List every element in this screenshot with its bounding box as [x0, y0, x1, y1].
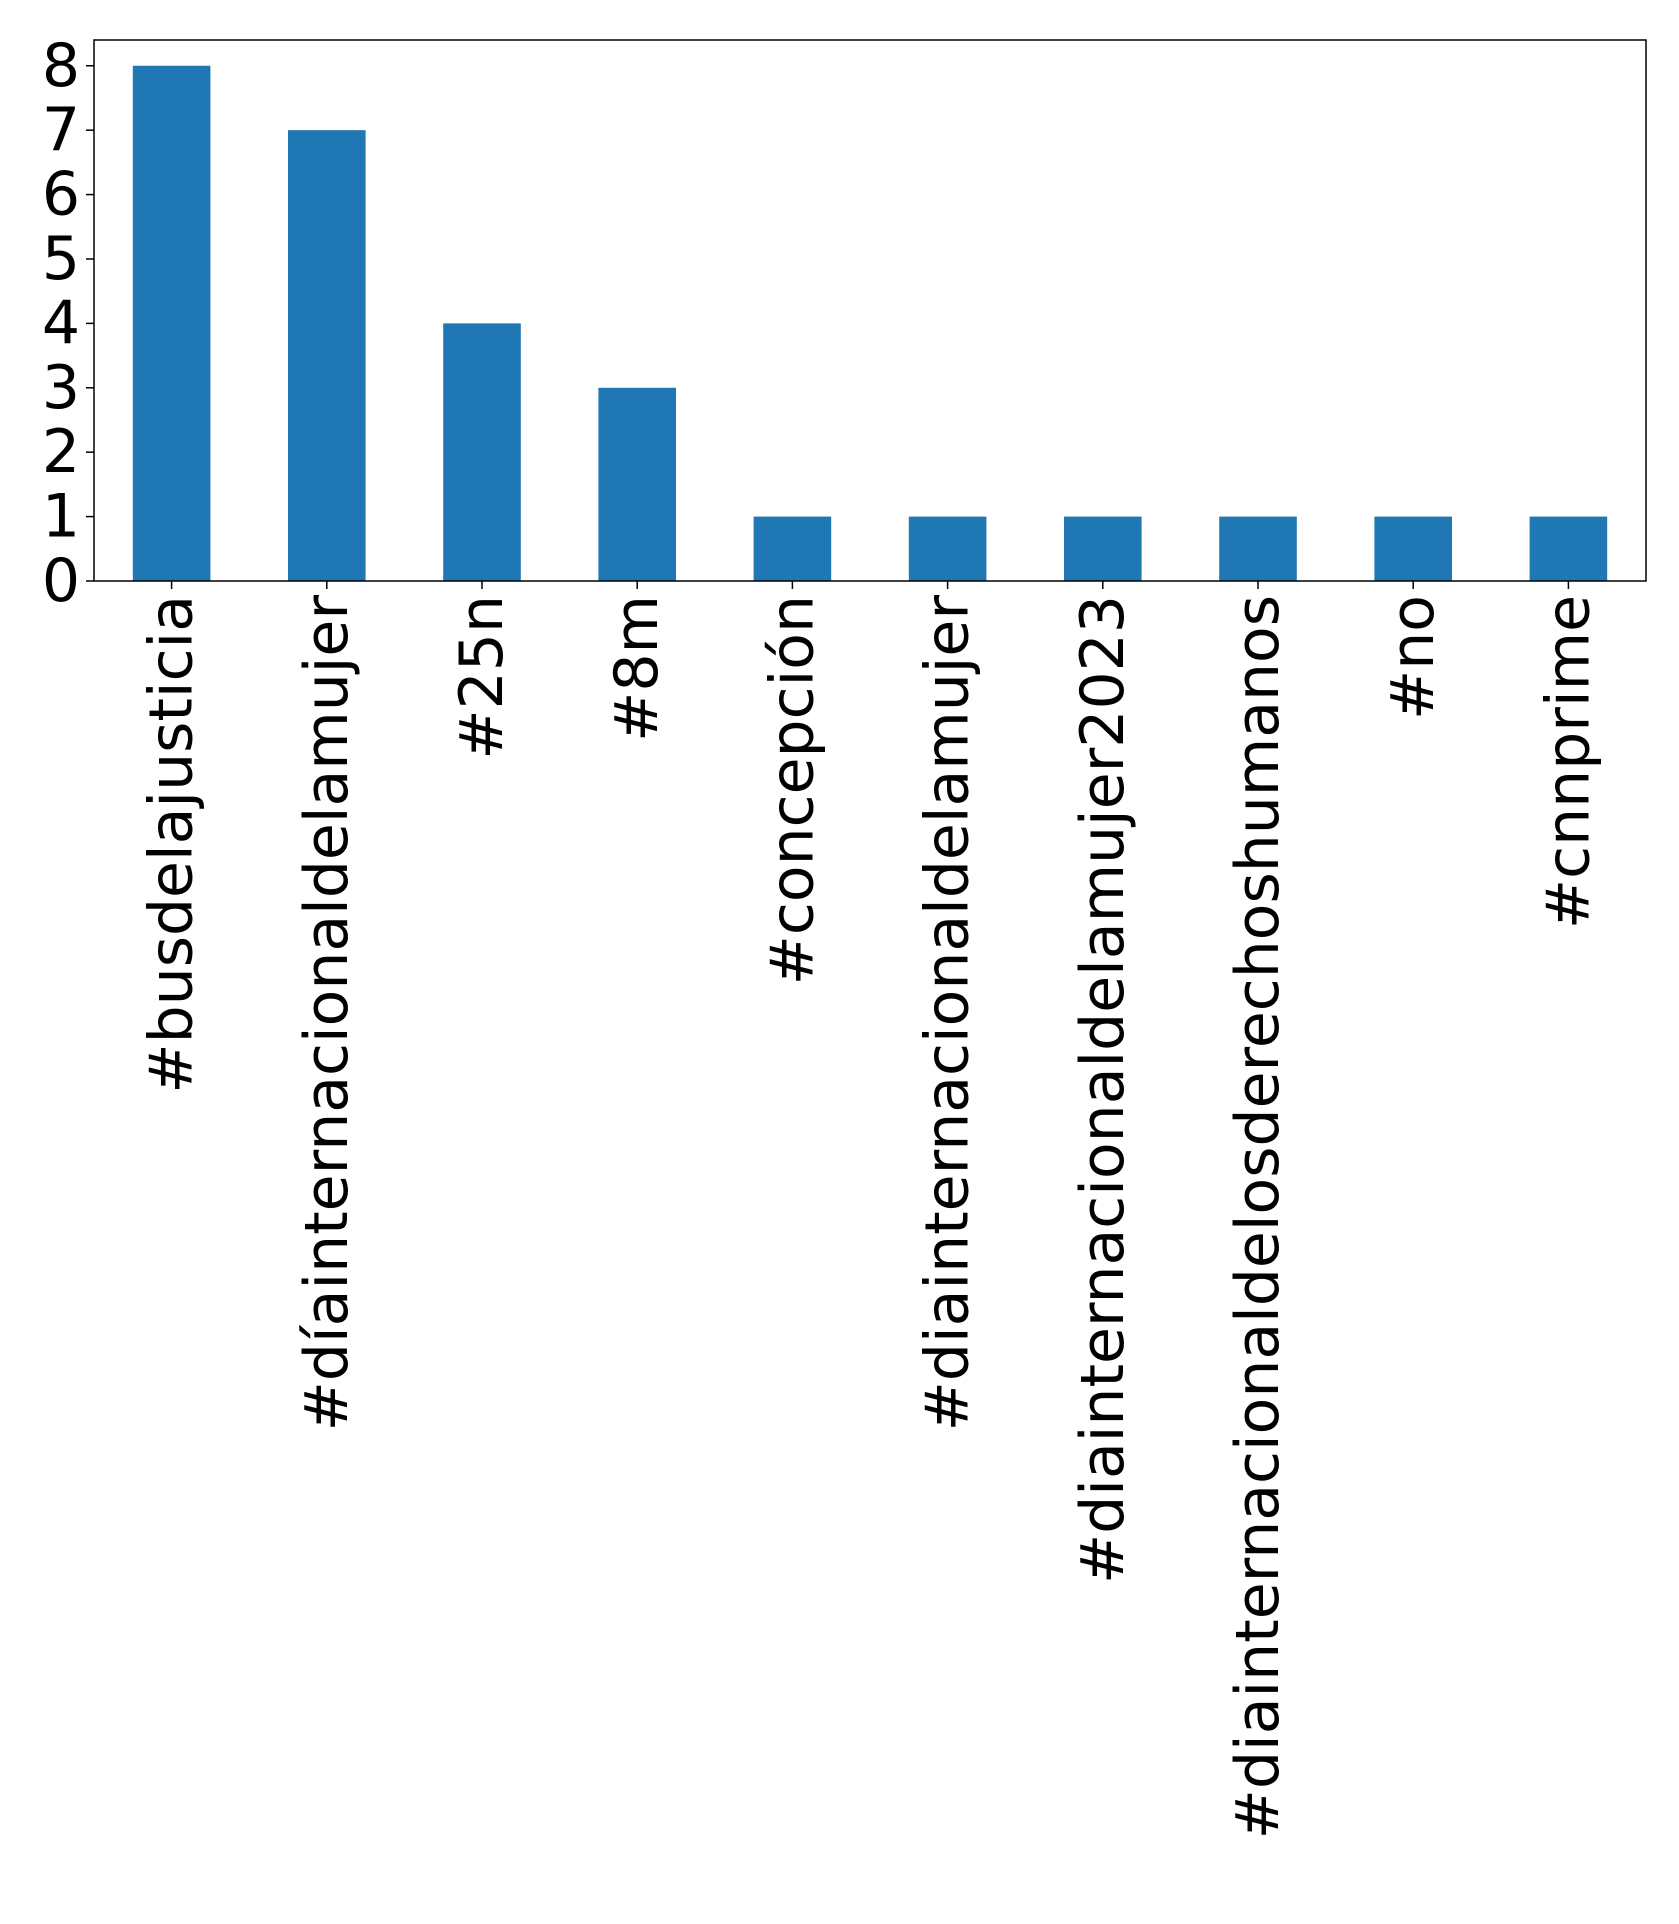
bar	[753, 516, 832, 581]
bar	[1219, 516, 1297, 581]
bar	[1529, 516, 1608, 581]
y-tick-label: 0	[42, 546, 80, 616]
x-tick-label: #concepción	[757, 595, 827, 985]
x-tick-label: #diainternacionaldelamujer	[913, 595, 983, 1432]
y-tick-label: 6	[42, 160, 80, 230]
x-tick-label: #busdelajusticia	[137, 595, 207, 1094]
x-tick-label: #diainternacionaldelamujer2023	[1068, 595, 1138, 1584]
y-tick-label: 5	[42, 224, 80, 294]
y-tick-label: 1	[42, 482, 80, 552]
bar	[1064, 516, 1142, 581]
bar	[598, 387, 676, 581]
y-tick-label: 4	[42, 288, 80, 358]
bar	[1374, 516, 1452, 581]
y-tick-label: 8	[42, 31, 80, 101]
x-tick-label: #8m	[602, 595, 672, 742]
bar	[288, 130, 366, 581]
x-tick-label: #25n	[447, 595, 517, 760]
x-tick-label: #diainternacionaldelosderechoshumanos	[1223, 595, 1293, 1839]
bar	[443, 323, 521, 581]
x-tick-label: #díainternacionaldelamujer	[292, 595, 362, 1432]
bar	[132, 65, 211, 581]
plot-frame	[93, 39, 1647, 582]
bar	[908, 516, 987, 581]
x-tick-label: #no	[1378, 595, 1448, 720]
y-tick-label: 7	[42, 95, 80, 165]
x-axis: #busdelajusticia #díainternacionaldelamuj…	[137, 581, 1603, 1839]
y-tick-label: 3	[42, 353, 80, 423]
bars-group	[132, 65, 1608, 581]
y-tick-label: 2	[42, 417, 80, 487]
x-tick-label: #cnnprime	[1533, 595, 1603, 929]
